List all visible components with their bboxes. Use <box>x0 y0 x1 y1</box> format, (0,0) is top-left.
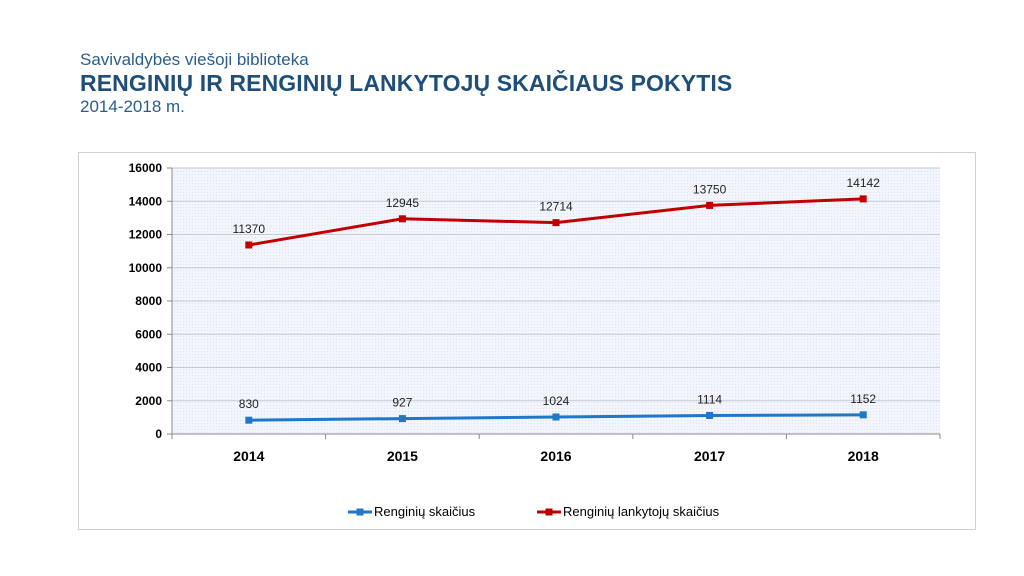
data-point <box>859 411 867 419</box>
data-point <box>706 201 714 209</box>
data-label: 11370 <box>233 222 266 236</box>
y-tick-label: 16000 <box>129 161 163 175</box>
data-point <box>706 411 714 419</box>
data-label: 14142 <box>847 176 881 190</box>
data-point <box>859 195 867 203</box>
data-label: 1114 <box>697 392 722 406</box>
y-tick-label: 10000 <box>129 261 163 275</box>
data-point <box>398 415 406 423</box>
legend-label: Renginių skaičius <box>374 504 476 519</box>
slide-header: Savivaldybės viešoji biblioteka RENGINIŲ… <box>80 50 732 117</box>
y-tick-label: 0 <box>155 427 162 441</box>
legend-marker <box>545 508 553 516</box>
data-label: 13750 <box>693 182 727 196</box>
slide-title: RENGINIŲ IR RENGINIŲ LANKYTOJŲ SKAIČIAUS… <box>80 70 733 96</box>
data-label: 927 <box>392 396 412 410</box>
x-tick-label: 2016 <box>540 448 571 464</box>
legend-marker <box>356 508 364 516</box>
data-label: 1152 <box>850 392 876 406</box>
data-label: 1024 <box>543 394 570 408</box>
x-tick-label: 2017 <box>694 448 725 464</box>
library-name: Savivaldybės viešoji biblioteka <box>80 50 309 69</box>
y-tick-label: 2000 <box>135 394 162 408</box>
data-label: 12714 <box>539 200 573 214</box>
x-tick-label: 2018 <box>848 448 879 464</box>
data-label: 12945 <box>386 196 420 210</box>
x-tick-label: 2014 <box>233 448 264 464</box>
data-point <box>245 416 253 424</box>
y-tick-label: 14000 <box>129 194 163 208</box>
data-point <box>552 219 560 227</box>
y-tick-label: 12000 <box>129 228 163 242</box>
x-tick-label: 2015 <box>387 448 418 464</box>
data-point <box>552 413 560 421</box>
y-tick-label: 4000 <box>135 361 162 375</box>
period-label: 2014-2018 m. <box>80 97 185 116</box>
data-point <box>398 215 406 223</box>
legend-label: Renginių lankytojų skaičius <box>563 504 720 519</box>
data-label: 830 <box>239 397 259 411</box>
data-point <box>245 241 253 249</box>
y-tick-label: 8000 <box>135 294 162 308</box>
y-tick-label: 6000 <box>135 327 162 341</box>
